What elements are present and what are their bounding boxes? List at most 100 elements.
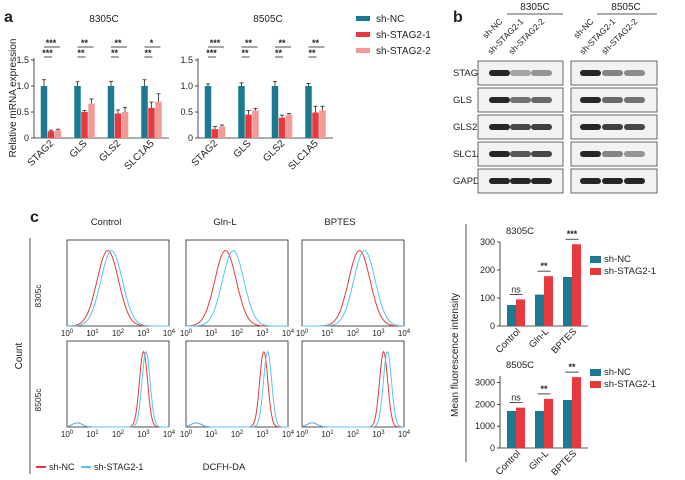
bar-sh-nc-gln-l (535, 294, 544, 326)
histogram-sh-stag2-1 (302, 250, 404, 327)
flow-panel-2-2 (185, 340, 289, 428)
flow-legend-sh-stag2-1: sh-STAG2-1 (94, 462, 143, 472)
histogram-sh-nc (301, 350, 404, 428)
mfi-legend-label-nc-2: sh-NC (604, 367, 631, 378)
category-label-control: Control (494, 326, 523, 355)
flow-x-axis-label: DCFH-DA (203, 462, 246, 473)
flow-legend-sh-nc: sh-NC (49, 462, 75, 472)
blot-band (531, 70, 552, 76)
bar-sh-stag2-1-gln-l (544, 276, 553, 326)
flow-x-tick-label: 104 (282, 430, 295, 439)
y-tick-label: 0.5 (16, 107, 29, 117)
category-label-stag2: STAG2 (26, 138, 57, 169)
legend-swatch-sh-stag2-1 (356, 32, 370, 37)
blot-band (531, 97, 552, 103)
mfi-legend-label-nc-1: sh-NC (604, 254, 631, 265)
category-label-control: Control (494, 448, 523, 477)
blot-band (602, 124, 623, 130)
bar-sh-nc-stag2 (204, 86, 212, 138)
blot-protein-slc1a5: SLC1A5 (453, 149, 488, 160)
flow-legend: sh-NC sh-STAG2-1 (36, 462, 143, 472)
mfi-y-axis-label: Mean fluorescence intensity (450, 293, 461, 417)
mrna-y-axis-label: Relative mRNA expression (8, 39, 19, 158)
flow-histograms: 100 101 102 103 104 100 101 102 103 104 100 101 102 1… (61, 239, 411, 439)
sig-label-upper: ** (245, 38, 253, 48)
y-tick-label: 0 (490, 321, 495, 331)
sig-label: ** (540, 261, 548, 271)
flow-x-tick-label: 101 (321, 329, 334, 338)
flow-x-tick-label: 103 (372, 430, 385, 439)
flow-col-gln-l: Gln-L (213, 217, 236, 228)
bar-sh-stag2-1-gls (81, 112, 88, 138)
category-label-gls: GLS (68, 138, 90, 160)
panel-label-c: c (30, 209, 39, 226)
sig-label-lower: ** (77, 48, 85, 58)
blot-band (580, 124, 601, 130)
mfi-chart-8305c: 8305C 0 100 200 300 ns Control ** Gln-L *** BPTES (480, 226, 588, 356)
blot-band (489, 151, 510, 157)
category-label-gln-l: Gln-L (527, 326, 551, 350)
blot-band (510, 124, 531, 130)
y-tick-label: 1.0 (16, 81, 29, 91)
bar-sh-stag2-2-gls2 (121, 112, 129, 138)
panel-label-b: b (453, 9, 463, 26)
blot-rows: STAG2 GLS GLS2 SLC1A5 GAPDH (453, 60, 658, 194)
sig-label: ns (511, 393, 521, 403)
blot-group-8505c: 8505C (611, 2, 640, 13)
flow-col-bptes: BPTES (324, 217, 355, 228)
y-tick-label: 0.5 (180, 107, 193, 117)
mrna-chart-8305c: 8305C00.51.01.5******STAG2****GLS****GLS… (16, 14, 169, 172)
sig-label-lower: ** (308, 48, 316, 58)
bar-sh-stag2-2-gls (88, 103, 95, 138)
category-label-bptes: BPTES (549, 326, 579, 356)
flow-panel-1-2 (185, 239, 289, 327)
flow-x-tick-label: 101 (205, 430, 218, 439)
blot-band (489, 178, 510, 184)
category-label-gls2: GLS2 (261, 138, 287, 164)
panel-label-a: a (4, 9, 13, 26)
mfi-legend-label-s1-2: sh-STAG2-1 (604, 379, 656, 390)
chart-title: 8505C (253, 14, 282, 25)
mrna-legend: sh-NC sh-STAG2-1 sh-STAG2-2 (356, 14, 431, 57)
chart-title: 8305C (506, 226, 534, 237)
histogram-sh-stag2-1 (301, 351, 404, 428)
bar-sh-stag2-1-control (516, 299, 525, 326)
y-tick-label: 1.5 (180, 55, 193, 65)
bar-sh-nc-gls (74, 86, 81, 138)
legend-swatch-sh-stag2-2 (356, 48, 370, 53)
flow-x-tick-label: 104 (398, 329, 411, 338)
flow-x-tick-label: 101 (321, 430, 334, 439)
blot-band (624, 124, 645, 130)
flow-x-tick-label: 100 (61, 329, 74, 338)
sig-label-upper: ** (114, 38, 122, 48)
bar-sh-nc-stag2 (40, 86, 48, 138)
flow-row-8505c: 8505c (33, 388, 43, 412)
mfi-legend-label-s1-1: sh-STAG2-1 (604, 266, 656, 277)
mfi-legend-swatch-nc-1 (590, 256, 601, 263)
legend-label-sh-stag2-2: sh-STAG2-2 (376, 46, 431, 57)
flow-x-tick-label: 102 (231, 329, 244, 338)
blot-protein-gls: GLS (453, 95, 472, 106)
bar-sh-stag2-1-control (516, 407, 525, 448)
flow-x-tick-label: 104 (163, 329, 176, 338)
blot-band (510, 97, 531, 103)
blot-band (510, 151, 531, 157)
bar-sh-stag2-1-slc1a5 (312, 112, 319, 138)
flow-x-tick-label: 103 (256, 430, 269, 439)
y-tick-label: 2000 (475, 399, 495, 409)
flow-x-tick-label: 101 (86, 329, 99, 338)
sig-label-lower: ** (144, 48, 152, 58)
category-label-stag2: STAG2 (190, 138, 221, 169)
flow-x-tick-label: 100 (296, 430, 309, 439)
bar-sh-nc-control (507, 305, 516, 326)
histogram-sh-nc (186, 250, 288, 327)
sig-label: ns (511, 284, 521, 294)
blot-band (489, 124, 510, 130)
bar-sh-stag2-2-slc1a5 (319, 110, 326, 138)
flow-col-control: Control (91, 217, 122, 228)
histogram-sh-stag2-1 (185, 350, 288, 428)
blot-band (531, 178, 552, 184)
flow-x-tick-label: 102 (112, 329, 125, 338)
sig-label: *** (567, 229, 578, 239)
